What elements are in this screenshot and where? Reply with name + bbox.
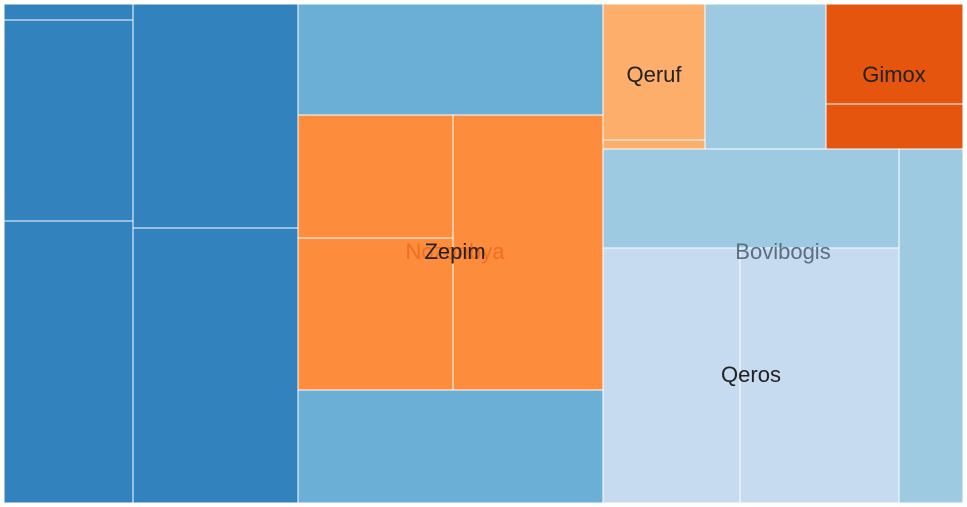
treemap-tile — [898, 148, 964, 504]
treemap-tile — [704, 3, 827, 150]
treemap-tile — [297, 114, 454, 239]
label-nozonbya: Nozonbya — [405, 239, 505, 264]
treemap-tile — [297, 237, 454, 391]
treemap-tile — [825, 3, 964, 105]
treemap-tile — [602, 247, 741, 504]
label-zepim: Zepim — [424, 239, 485, 264]
treemap-tile — [739, 247, 900, 504]
treemap-tile — [602, 148, 900, 249]
treemap-tile — [297, 3, 604, 116]
treemap-tile — [602, 139, 706, 150]
treemap-tile — [297, 389, 604, 504]
treemap-labels: Nozonbya Zepim Qeruf Gimox Bovibogis Qer… — [405, 62, 925, 387]
treemap-tile — [602, 3, 706, 141]
label-gimox: Gimox — [862, 62, 926, 87]
treemap-tiles — [3, 3, 964, 504]
label-bovibogis: Bovibogis — [735, 239, 830, 264]
label-qeruf: Qeruf — [626, 62, 682, 87]
treemap-tile — [3, 3, 134, 21]
treemap-tile — [3, 220, 134, 504]
treemap-tile — [452, 114, 604, 391]
treemap-tile — [3, 19, 134, 222]
treemap-tile — [132, 227, 299, 504]
treemap-tile — [132, 3, 299, 229]
treemap-tile — [825, 103, 964, 150]
label-qeros: Qeros — [721, 362, 781, 387]
